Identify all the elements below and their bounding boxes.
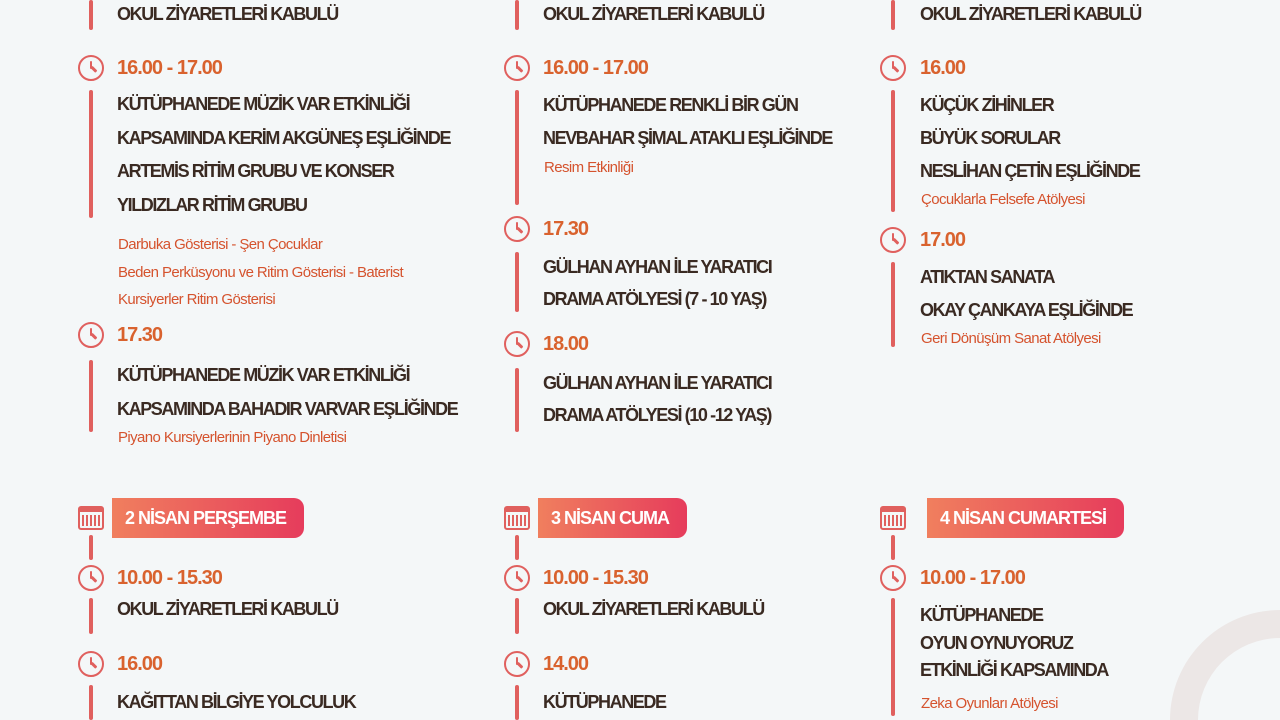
calendar-icon	[78, 506, 104, 530]
event-title: NEVBAHAR ŞİMAL ATAKLI EŞLİĞİNDE	[543, 128, 833, 148]
event-title: KAĞITTAN BİLGİYE YOLCULUK	[117, 692, 357, 712]
event-subtitle: Geri Dönüşüm Sanat Atölyesi	[921, 330, 1101, 347]
event-time: 16.00 - 17.00	[543, 57, 649, 79]
event-title: KÜTÜPHANEDE	[543, 692, 667, 712]
event-title: KAPSAMINDA BAHADIR VARVAR EŞLİĞİNDE	[117, 399, 459, 419]
timeline-line	[891, 598, 895, 716]
day-label: 2 NİSAN PERŞEMBE	[125, 508, 287, 528]
clock-icon	[880, 227, 906, 253]
event-title: ATIKTAN SANATA	[920, 267, 1055, 287]
day-label: 3 NİSAN CUMA	[551, 508, 670, 528]
event-time: 10.00 - 17.00	[920, 567, 1026, 589]
event-subtitle: Piyano Kursiyerlerinin Piyano Dinletisi	[118, 429, 347, 446]
event-title: KÜTÜPHANEDE MÜZİK VAR ETKİNLİĞİ	[117, 365, 411, 385]
timeline-line	[891, 0, 895, 30]
timeline-line	[515, 252, 519, 312]
event-time: 16.00	[920, 57, 966, 79]
timeline-line	[89, 535, 93, 560]
day-badge: 3 NİSAN CUMA	[538, 498, 688, 538]
event-title: DRAMA ATÖLYESİ (7 - 10 YAŞ)	[543, 288, 767, 309]
clock-icon	[880, 55, 906, 81]
clock-icon	[78, 55, 104, 81]
event-title: BÜYÜK SORULAR	[920, 128, 1061, 148]
event-title: KAPSAMINDA KERİM AKGÜNEŞ EŞLİĞİNDE	[117, 127, 451, 148]
clock-icon	[880, 565, 906, 591]
event-time: 16.00	[117, 653, 163, 675]
event-title: KÜTÜPHANEDE RENKLİ BİR GÜN	[543, 95, 799, 115]
event-time: 18.00	[543, 333, 589, 355]
timeline-line	[515, 598, 519, 634]
event-subtitle: Darbuka Gösterisi - Şen Çocuklar	[118, 236, 323, 253]
timeline-line	[515, 685, 519, 720]
event-time: 16.00 - 17.00	[117, 57, 223, 79]
event-subtitle: Resim Etkinliği	[544, 159, 634, 176]
event-title: KÜÇÜK ZİHİNLER	[920, 95, 1055, 115]
timeline-line	[515, 368, 519, 432]
timeline-line	[89, 90, 93, 218]
event-title: NESLİHAN ÇETİN EŞLİĞİNDE	[920, 161, 1141, 181]
event-title: OKUL ZİYARETLERİ KABULÜ	[543, 4, 765, 24]
clock-icon	[78, 565, 104, 591]
timeline-line	[891, 90, 895, 212]
clock-icon	[504, 55, 530, 81]
timeline-line	[515, 0, 519, 30]
background-decoration	[1170, 610, 1280, 720]
event-subtitle: Beden Perküsyonu ve Ritim Gösterisi - Ba…	[118, 263, 404, 281]
event-time: 14.00	[543, 653, 589, 675]
event-time: 10.00 - 15.30	[543, 567, 649, 589]
clock-icon	[504, 565, 530, 591]
calendar-icon	[504, 506, 530, 530]
event-title: YILDIZLAR RİTİM GRUBU	[117, 195, 308, 216]
clock-icon	[504, 216, 530, 242]
event-title: ARTEMİS RİTİM GRUBU VE KONSER	[117, 161, 395, 182]
event-time: 17.30	[117, 324, 163, 346]
timeline-line	[515, 535, 519, 560]
event-subtitle: Zeka Oyunları Atölyesi	[921, 695, 1058, 712]
timeline-line	[515, 90, 519, 205]
clock-icon	[78, 322, 104, 348]
clock-icon	[78, 651, 104, 677]
event-title: KÜTÜPHANEDE	[920, 605, 1044, 625]
day-badge: 4 NİSAN CUMARTESİ	[927, 498, 1125, 538]
event-time: 17.00	[920, 229, 966, 251]
timeline-line	[89, 685, 93, 720]
timeline-line	[89, 0, 93, 30]
event-title: OKUL ZİYARETLERİ KABULÜ	[543, 599, 765, 619]
timeline-line	[891, 535, 895, 560]
event-title: OKAY ÇANKAYA EŞLİĞİNDE	[920, 300, 1134, 320]
event-title: OKUL ZİYARETLERİ KABULÜ	[920, 4, 1142, 24]
timeline-line	[891, 262, 895, 347]
event-time: 17.30	[543, 218, 589, 240]
event-subtitle: Kursiyerler Ritim Gösterisi	[118, 291, 276, 308]
clock-icon	[504, 331, 530, 357]
event-title: GÜLHAN AYHAN İLE YARATICI	[543, 373, 773, 393]
clock-icon	[504, 651, 530, 677]
event-subtitle: Çocuklarla Felsefe Atölyesi	[921, 191, 1085, 208]
event-time: 10.00 - 15.30	[117, 567, 223, 589]
calendar-icon	[880, 506, 906, 530]
timeline-line	[89, 360, 93, 432]
event-title: GÜLHAN AYHAN İLE YARATICI	[543, 257, 773, 277]
event-title: OYUN OYNUYORUZ	[920, 632, 1074, 653]
event-title: OKUL ZİYARETLERİ KABULÜ	[117, 4, 339, 24]
event-title: KÜTÜPHANEDE MÜZİK VAR ETKİNLİĞİ	[117, 94, 411, 114]
event-title: OKUL ZİYARETLERİ KABULÜ	[117, 599, 339, 619]
day-badge: 2 NİSAN PERŞEMBE	[112, 498, 305, 538]
day-label: 4 NİSAN CUMARTESİ	[940, 508, 1107, 528]
timeline-line	[89, 598, 93, 634]
event-title: ETKİNLİĞİ KAPSAMINDA	[920, 660, 1109, 681]
event-title: DRAMA ATÖLYESİ (10 -12 YAŞ)	[543, 405, 772, 425]
